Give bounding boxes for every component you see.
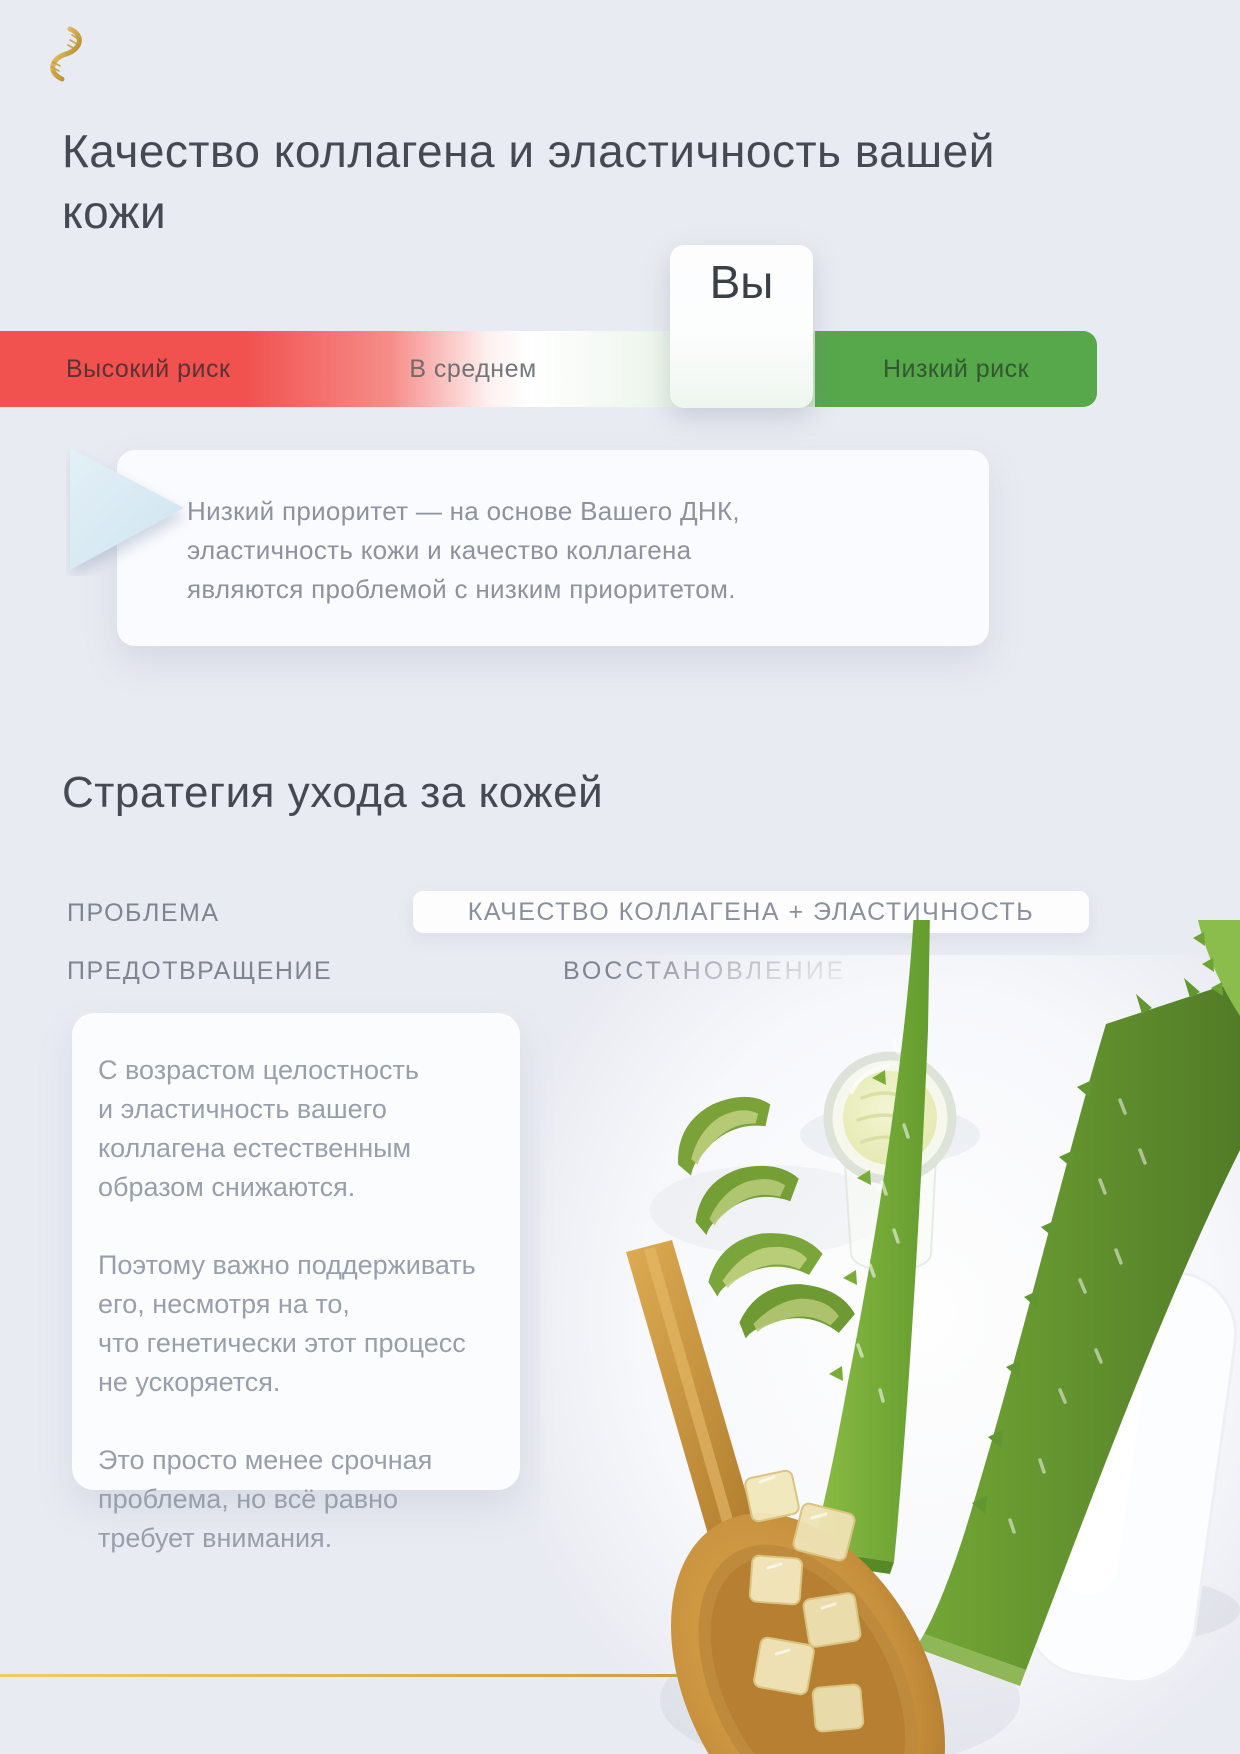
problem-value-pill: КАЧЕСТВО КОЛЛАГЕНА + ЭЛАСТИЧНОСТЬ: [413, 891, 1089, 933]
priority-callout-text: Низкий приоритет — на основе Вашего ДНК,…: [187, 496, 740, 604]
you-position-marker: Вы: [670, 245, 813, 408]
strategy-paragraph: С возрастом целостность и эластичность в…: [98, 1055, 419, 1202]
you-marker-label: Вы: [709, 256, 774, 308]
prevention-label: ПРЕДОТВРАЩЕНИЕ: [67, 957, 333, 985]
risk-low-segment: Низкий риск: [815, 331, 1097, 407]
aloe-gel-cubes: [744, 1469, 865, 1733]
section-title: Стратегия ухода за кожей: [62, 768, 604, 817]
risk-mid-label: В среднем: [409, 354, 537, 383]
problem-label: ПРОБЛЕМА: [67, 899, 220, 927]
dna-logo-icon: [50, 26, 82, 82]
aloe-leaf-tip: [1197, 920, 1240, 1016]
risk-scale-bar: Высокий риск В среднем Низкий риск: [0, 331, 1097, 407]
strategy-paragraph: Это просто менее срочная проблема, но вс…: [98, 1445, 433, 1553]
problem-value-text: КАЧЕСТВО КОЛЛАГЕНА + ЭЛАСТИЧНОСТЬ: [467, 897, 1035, 926]
aloe-slices: [678, 1096, 855, 1339]
aloe-vera-photo: [626, 920, 1240, 1754]
strategy-paragraph: Поэтому важно поддерживать его, несмотря…: [98, 1250, 476, 1397]
gold-divider-line: [0, 1674, 692, 1677]
aloe-leaf-back: [916, 978, 1240, 1686]
risk-high-label: Высокий риск: [66, 354, 231, 383]
wooden-spoon: [626, 1240, 946, 1754]
risk-low-label: Низкий риск: [882, 354, 1030, 383]
callout-pointer-icon: [70, 448, 184, 570]
page-title: Качество коллагена и эластичность вашей …: [62, 124, 995, 239]
priority-callout-card: Низкий приоритет — на основе Вашего ДНК,…: [117, 450, 989, 646]
strategy-text-card: С возрастом целостность и эластичность в…: [72, 1013, 520, 1553]
